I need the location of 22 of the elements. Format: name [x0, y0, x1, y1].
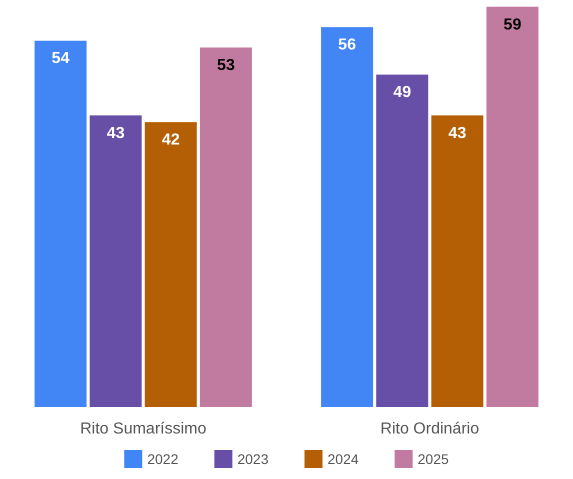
data-label: 43 [448, 124, 466, 142]
x-tick-label: Rito Sumaríssimo [80, 420, 206, 438]
legend-label: 2022 [147, 451, 179, 467]
legend-label: 2024 [328, 451, 359, 467]
data-label: 53 [217, 56, 235, 74]
bar [90, 115, 142, 407]
data-label: 42 [162, 132, 180, 149]
bar [321, 27, 374, 407]
bar [486, 6, 538, 407]
bar [431, 115, 484, 407]
bar [144, 122, 197, 407]
x-tick-label: Rito Ordinário [380, 420, 480, 438]
data-label: 59 [504, 16, 522, 34]
bar [200, 47, 252, 407]
legend-label: 2025 [418, 451, 450, 467]
data-label: 54 [52, 50, 70, 68]
data-label: 56 [338, 36, 356, 54]
legend-label: 2023 [237, 451, 269, 467]
bar [34, 40, 87, 407]
data-label: 49 [393, 84, 412, 102]
data-label: 43 [106, 124, 125, 142]
bar [376, 74, 428, 407]
